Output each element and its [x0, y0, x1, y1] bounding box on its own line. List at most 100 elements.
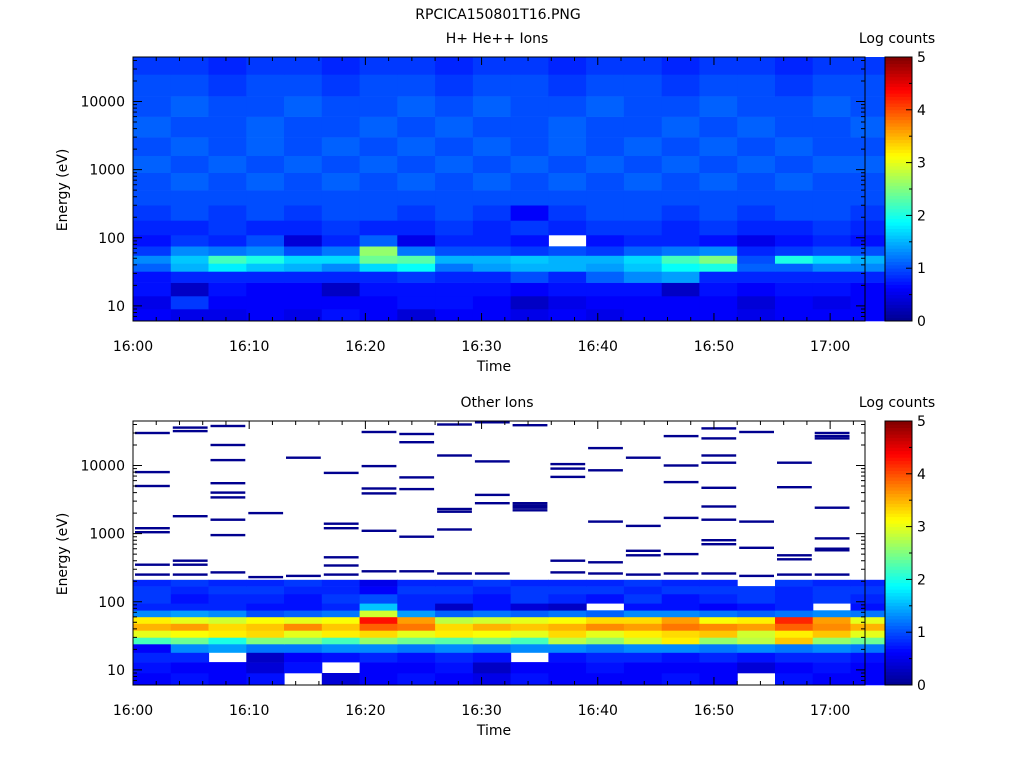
- heatmap-cell: [661, 255, 700, 264]
- heatmap-cell: [397, 662, 436, 674]
- heatmap-cell: [850, 205, 889, 221]
- heatmap-cell: [435, 255, 474, 264]
- heatmap-cell: [775, 594, 814, 604]
- colorbar-segment: [885, 113, 912, 117]
- heatmap-cell: [208, 309, 247, 322]
- heatmap-count-line: [210, 491, 246, 494]
- colorbar-segment: [885, 483, 912, 488]
- heatmap-cell: [472, 295, 512, 310]
- heatmap-cell: [208, 271, 247, 283]
- heatmap-cell: [699, 637, 738, 645]
- heatmap-cell: [208, 623, 247, 631]
- heatmap-cell: [699, 282, 738, 297]
- heatmap-cell: [661, 263, 700, 272]
- heatmap-cell: [397, 644, 436, 653]
- heatmap-cell: [510, 255, 549, 264]
- heatmap-cell: [850, 637, 889, 645]
- heatmap-cell: [321, 155, 361, 173]
- heatmap-cell: [359, 586, 398, 595]
- heatmap-cell: [699, 74, 738, 97]
- heatmap-cell: [435, 263, 474, 272]
- colorbar-segment: [885, 304, 912, 309]
- plot-frame: [132, 420, 866, 686]
- heatmap-cell: [812, 594, 851, 604]
- heatmap-cell: [397, 282, 436, 297]
- colorbar-tick-label: 0: [917, 314, 926, 330]
- heatmap-cell: [435, 630, 474, 638]
- heatmap-cell: [435, 662, 474, 674]
- heatmap-cell: [284, 57, 323, 75]
- colorbar-segment: [885, 136, 912, 140]
- heatmap-cell: [133, 579, 172, 587]
- colorbar-segment: [885, 119, 912, 124]
- heatmap-cell: [510, 644, 549, 653]
- heatmap-cell: [321, 190, 361, 206]
- heatmap-cell: [472, 271, 512, 283]
- colorbar-segment: [885, 96, 912, 101]
- heatmap-cell: [435, 137, 474, 156]
- panel-other-ions: Other Ions Log counts Time Energy (eV) 1…: [55, 395, 935, 739]
- colorbar-segment: [885, 612, 912, 617]
- heatmap-cell: [435, 309, 474, 322]
- heatmap-count-line: [323, 527, 359, 530]
- colorbar-segment: [885, 493, 912, 498]
- heatmap-cell: [359, 116, 398, 138]
- heatmap-cell: [812, 263, 851, 272]
- colorbar-segment: [885, 437, 912, 442]
- heatmap-cell: [170, 137, 210, 156]
- heatmap-cell: [284, 246, 323, 256]
- heatmap-cell: [775, 623, 814, 631]
- heatmap-cell: [812, 644, 851, 653]
- heatmap-cell: [661, 57, 700, 75]
- heatmap-cell: [397, 295, 436, 310]
- colorbar-segment: [885, 235, 912, 239]
- heatmap-cell: [737, 594, 776, 604]
- heatmap-cell: [548, 205, 587, 221]
- heatmap-cell: [472, 220, 512, 236]
- colorbar-segment: [885, 132, 912, 137]
- heatmap-cell: [812, 234, 851, 247]
- heatmap-cell: [359, 623, 398, 631]
- heatmap-count-line: [172, 559, 208, 562]
- colorbar-segment: [885, 473, 912, 478]
- heatmap-count-line: [474, 421, 510, 424]
- heatmap-cell: [850, 594, 889, 604]
- heatmap-cell: [775, 662, 814, 674]
- heatmap-cell: [850, 309, 889, 322]
- heatmap-cell: [850, 616, 889, 624]
- heatmap-cell: [775, 673, 814, 686]
- heatmap-cell: [321, 616, 361, 624]
- heatmap-cell: [510, 579, 549, 587]
- colorbar-segment: [885, 661, 912, 666]
- heatmap-count-line: [135, 470, 170, 474]
- heatmap-cell: [548, 652, 587, 663]
- colorbar-segment: [885, 572, 912, 577]
- heatmap-cell: [170, 603, 210, 611]
- colorbar-segment: [885, 642, 912, 646]
- heatmap-cell: [737, 234, 776, 247]
- heatmap-cell: [246, 610, 285, 618]
- heatmap-cell: [246, 309, 285, 322]
- heatmap-count-line: [512, 506, 548, 509]
- colorbar-segment: [885, 284, 912, 289]
- colorbar-segment: [885, 496, 912, 501]
- heatmap-cell: [623, 616, 663, 624]
- colorbar-segment: [885, 681, 912, 686]
- heatmap-count-line: [210, 424, 246, 428]
- heatmap-cell: [133, 190, 172, 206]
- heatmap-cell: [548, 295, 587, 310]
- heatmap-cell: [397, 673, 436, 686]
- heatmap-count-line: [777, 554, 812, 557]
- heatmap-count-line: [663, 480, 699, 484]
- heatmap-count-line: [588, 572, 623, 575]
- heatmap-count-line: [135, 573, 170, 576]
- heatmap-cell: [699, 137, 738, 156]
- colorbar-segment: [885, 586, 912, 590]
- colorbar-tick-label: 4: [917, 467, 926, 483]
- heatmap-cell: [812, 116, 851, 138]
- heatmap-cell: [586, 282, 625, 297]
- heatmap-cell: [775, 610, 814, 618]
- heatmap-cell: [623, 637, 663, 645]
- heatmap-cell: [359, 74, 398, 97]
- heatmap-cell: [623, 74, 663, 97]
